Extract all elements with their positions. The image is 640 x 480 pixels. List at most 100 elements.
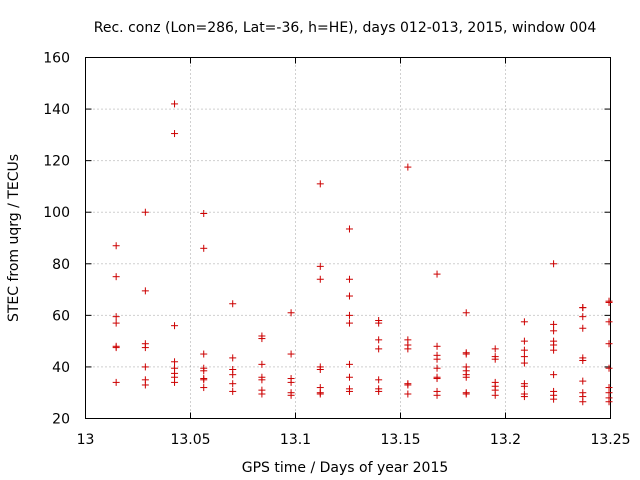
data-point (605, 398, 613, 406)
y-tick-label: 120 (43, 154, 70, 170)
y-tick-label: 160 (43, 51, 70, 67)
data-point (550, 260, 558, 268)
data-point (462, 309, 470, 317)
data-point (520, 318, 528, 326)
data-point (112, 344, 120, 352)
data-point (171, 358, 179, 366)
data-point (112, 313, 120, 321)
data-point (345, 373, 353, 381)
data-point (200, 244, 208, 252)
data-point (433, 342, 441, 350)
y-tick-label: 20 (52, 412, 70, 428)
data-point (141, 363, 149, 371)
data-point (141, 344, 149, 352)
data-point (404, 390, 412, 398)
y-tick-label: 140 (43, 102, 70, 118)
data-point (491, 391, 499, 399)
plot-frame (85, 57, 611, 419)
data-point (579, 356, 587, 364)
data-point (550, 371, 558, 379)
data-point (605, 340, 613, 348)
data-point (345, 292, 353, 300)
data-point (404, 163, 412, 171)
x-tick-label: 13.1 (280, 432, 311, 448)
data-point (579, 324, 587, 332)
y-tick-label: 40 (52, 360, 70, 376)
data-point (520, 382, 528, 390)
data-point (491, 355, 499, 363)
data-point (112, 378, 120, 386)
x-tick-label: 13.2 (490, 432, 521, 448)
data-point (375, 376, 383, 384)
data-point (605, 298, 613, 306)
data-point (375, 345, 383, 353)
data-point (433, 391, 441, 399)
data-point (433, 355, 441, 363)
data-point (258, 376, 266, 384)
data-point (229, 371, 237, 379)
data-point (345, 311, 353, 319)
data-point (200, 350, 208, 358)
data-point (287, 350, 295, 358)
data-point (404, 345, 412, 353)
data-point (462, 350, 470, 358)
axis-ticks (85, 57, 611, 419)
data-point (491, 345, 499, 353)
data-point (579, 377, 587, 385)
data-point (200, 384, 208, 392)
data-point (345, 225, 353, 233)
data-point (433, 270, 441, 278)
data-point (520, 393, 528, 401)
data-point (287, 378, 295, 386)
y-tick-labels: 20 40 60 80 100 120 140 160 (43, 51, 70, 428)
data-point (316, 390, 324, 398)
data-point (229, 354, 237, 362)
data-point (171, 322, 179, 330)
grid (85, 57, 611, 419)
data-point (345, 319, 353, 327)
data-point (605, 318, 613, 326)
data-point (200, 376, 208, 384)
data-point (579, 398, 587, 406)
data-point (520, 353, 528, 361)
data-point (258, 390, 266, 398)
data-point (433, 375, 441, 383)
x-tick-label: 13.25 (590, 432, 630, 448)
data-point (141, 381, 149, 389)
data-point (520, 346, 528, 354)
data-point (316, 180, 324, 188)
x-tick-labels: 13 13.05 13.1 13.15 13.2 13.25 (77, 432, 631, 448)
data-point (345, 360, 353, 368)
data-points (112, 100, 613, 406)
data-point (229, 300, 237, 308)
data-point (316, 366, 324, 374)
data-point (345, 275, 353, 283)
data-point (433, 364, 441, 372)
data-point (550, 395, 558, 403)
x-tick-label: 13.05 (170, 432, 210, 448)
data-point (287, 309, 295, 317)
data-point (171, 100, 179, 108)
x-axis-label: GPS time / Days of year 2015 (242, 460, 449, 476)
y-axis-label: STEC from uqrg / TECUs (6, 154, 22, 322)
data-point (171, 130, 179, 138)
chart-title: Rec. conz (Lon=286, Lat=-36, h=HE), days… (94, 20, 597, 36)
data-point (141, 287, 149, 295)
data-point (229, 380, 237, 388)
data-point (229, 387, 237, 395)
data-point (258, 360, 266, 368)
data-point (520, 337, 528, 345)
y-tick-label: 80 (52, 257, 70, 273)
data-point (462, 373, 470, 381)
data-point (200, 210, 208, 218)
data-point (171, 378, 179, 386)
data-point (375, 387, 383, 395)
x-tick-label: 13 (77, 432, 95, 448)
data-point (316, 262, 324, 270)
data-point (287, 391, 295, 399)
data-point (345, 387, 353, 395)
data-point (605, 364, 613, 372)
y-tick-label: 100 (43, 205, 70, 221)
data-point (550, 346, 558, 354)
